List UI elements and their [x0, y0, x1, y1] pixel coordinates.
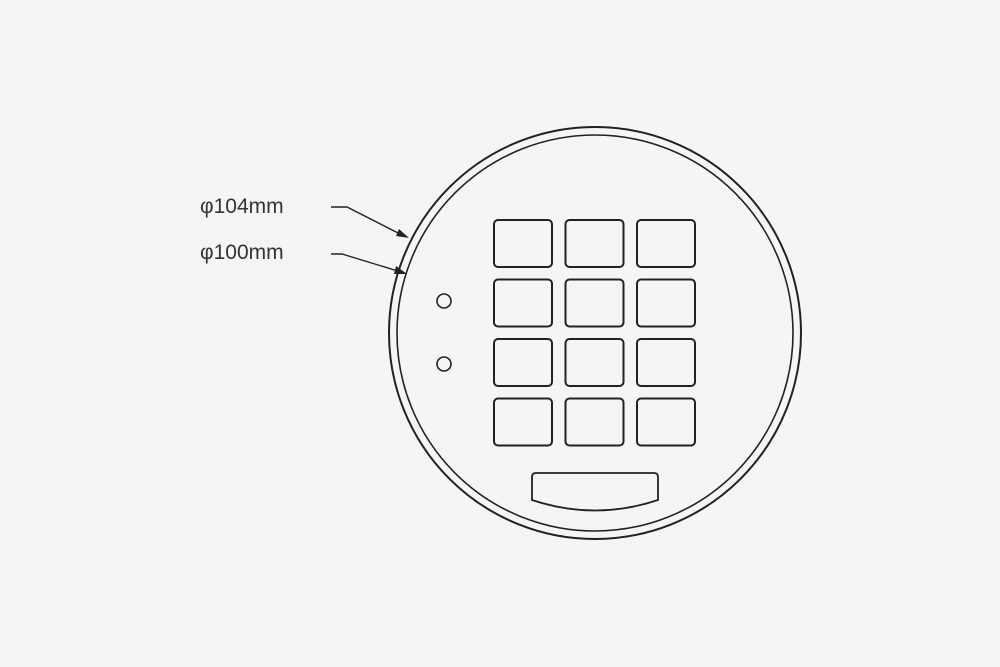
keypad-button	[564, 278, 625, 328]
outer-diameter-arrowhead	[396, 229, 409, 238]
inner-diameter-leader	[331, 253, 402, 273]
keypad-button	[564, 338, 625, 387]
outer-ring	[388, 126, 802, 540]
keypad-button	[636, 397, 696, 447]
keypad-button	[636, 338, 696, 387]
keypad-button	[493, 397, 553, 447]
indicator-light-bottom	[436, 356, 452, 372]
keypad-button	[493, 338, 553, 387]
keypad-button	[636, 219, 696, 268]
outer-diameter-label: φ104mm	[200, 195, 284, 218]
keypad-button	[564, 219, 625, 268]
keypad-button	[636, 278, 696, 328]
keypad-button	[493, 219, 553, 268]
inner-ring	[396, 134, 794, 532]
keypad-button	[564, 397, 625, 447]
handle-window	[531, 472, 659, 512]
inner-diameter-label: φ100mm	[200, 241, 284, 264]
outer-diameter-leader	[331, 206, 405, 237]
keypad-button	[493, 278, 553, 328]
indicator-light-top	[436, 293, 452, 309]
keypad	[493, 219, 696, 447]
